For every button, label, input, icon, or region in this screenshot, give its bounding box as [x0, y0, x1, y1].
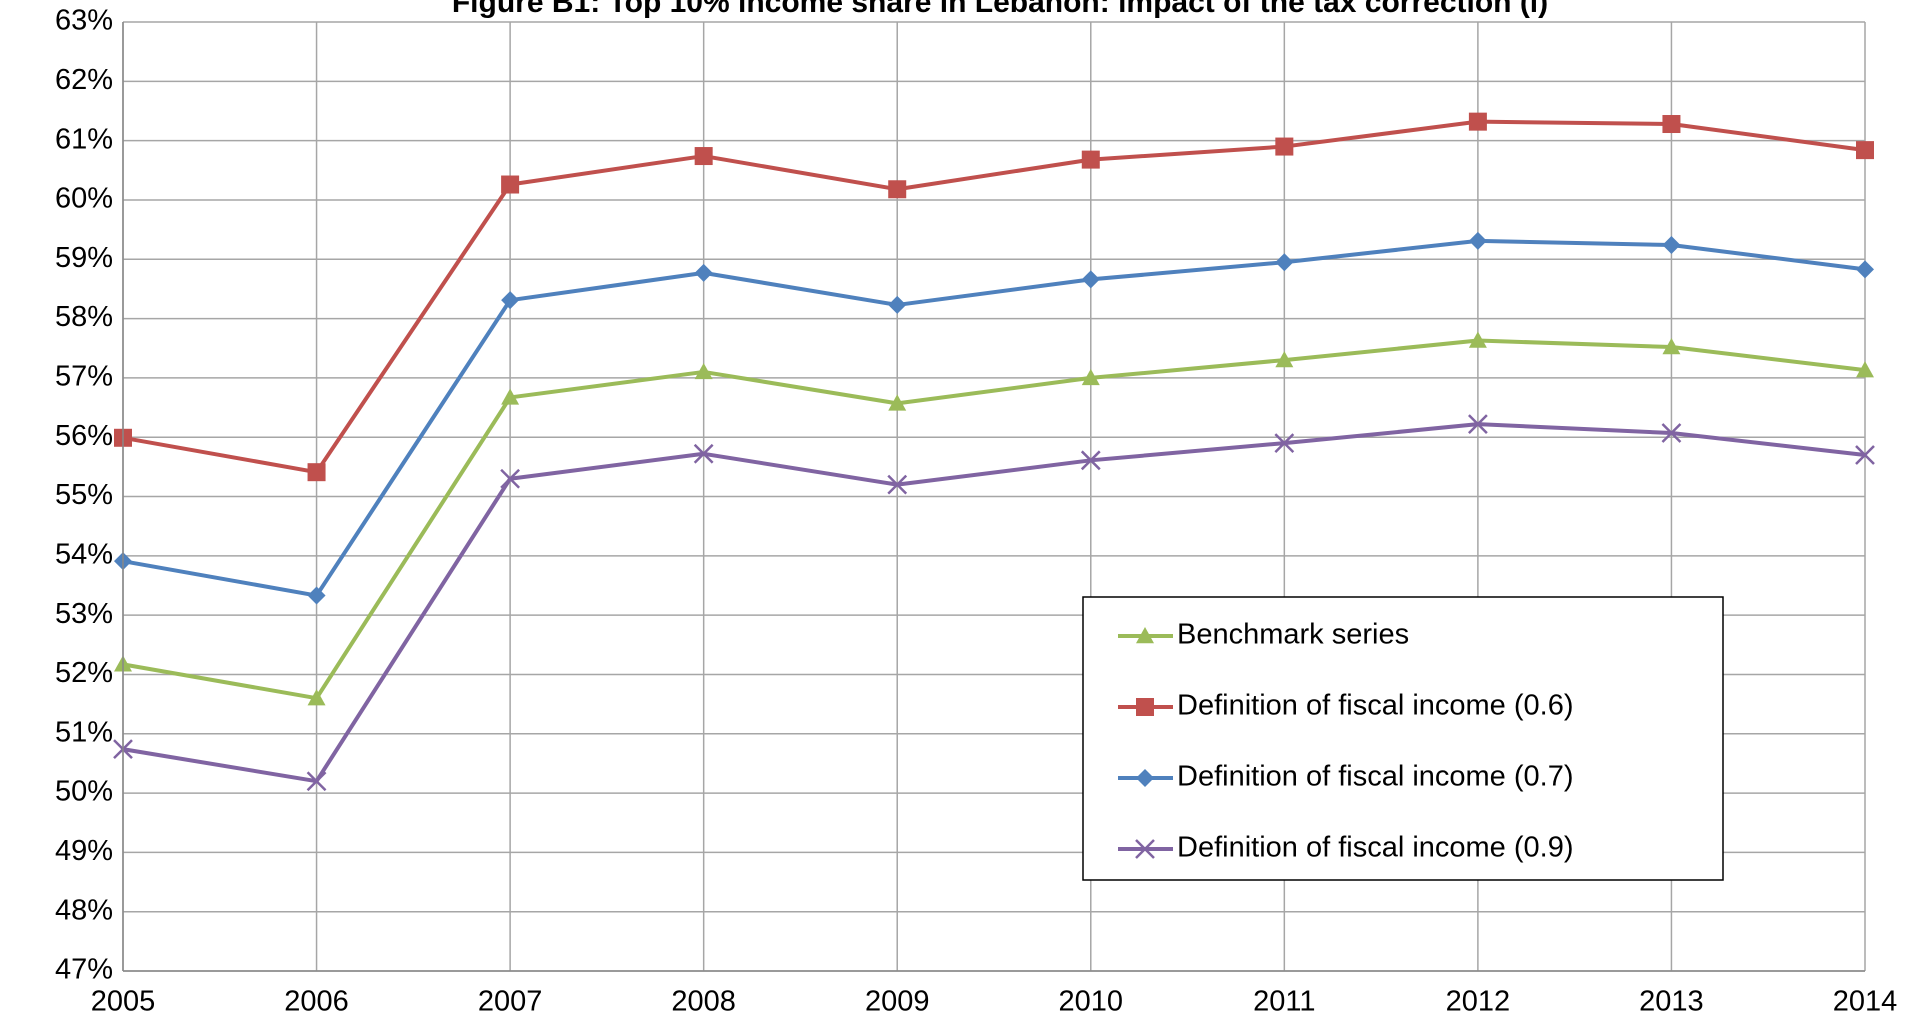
marker	[501, 291, 520, 310]
y-tick-label: 53%	[55, 598, 113, 630]
marker	[1081, 368, 1100, 386]
marker	[888, 295, 907, 314]
series-line	[122, 422, 1866, 784]
legend-label: Definition of fiscal income (0.9)	[1177, 832, 1574, 864]
y-tick-label: 50%	[55, 776, 113, 808]
marker	[1856, 361, 1874, 378]
x-tick-label: 2008	[671, 986, 736, 1018]
x-tick-label: 2007	[478, 986, 543, 1018]
marker	[1662, 236, 1681, 255]
y-tick-label: 51%	[55, 716, 113, 748]
marker	[1081, 270, 1100, 289]
y-tick-label: 47%	[55, 954, 113, 986]
marker	[1856, 141, 1874, 160]
marker	[1275, 253, 1294, 272]
marker	[1274, 433, 1295, 454]
marker	[1275, 351, 1294, 368]
marker	[1855, 445, 1875, 465]
series-line	[122, 338, 1866, 701]
marker	[888, 394, 907, 411]
marker	[306, 771, 327, 792]
y-tick-label: 57%	[55, 361, 113, 393]
marker	[1080, 450, 1101, 471]
chart-title: Figure B1: Top 10% income share in Leban…	[452, 0, 1548, 19]
marker	[887, 474, 908, 495]
marker	[888, 180, 907, 199]
x-tick-label: 2005	[91, 986, 156, 1018]
marker	[501, 388, 520, 405]
x-tick-label: 2006	[284, 986, 349, 1018]
y-tick-label: 63%	[55, 5, 113, 37]
y-tick-label: 59%	[55, 242, 113, 274]
y-tick-label: 56%	[55, 420, 113, 452]
y-tick-label: 55%	[55, 479, 113, 511]
legend-box	[1082, 596, 1724, 881]
marker	[1081, 150, 1100, 169]
y-tick-label: 49%	[55, 835, 113, 867]
marker	[1136, 769, 1154, 787]
y-tick-label: 62%	[55, 64, 113, 96]
marker	[307, 586, 326, 605]
x-tick-label: 2010	[1059, 986, 1124, 1018]
legend-label: Definition of fiscal income (0.6)	[1177, 690, 1574, 722]
x-tick-label: 2011	[1253, 986, 1315, 1018]
marker	[693, 443, 714, 464]
y-tick-label: 58%	[55, 301, 113, 333]
x-tick-label: 2014	[1833, 986, 1898, 1018]
marker	[1856, 260, 1874, 279]
y-tick-label: 52%	[55, 657, 113, 689]
marker	[1662, 115, 1681, 134]
x-tick-label: 2009	[865, 986, 930, 1018]
marker	[500, 468, 520, 489]
y-tick-label: 54%	[55, 538, 113, 570]
marker	[1468, 331, 1487, 348]
marker	[694, 362, 713, 380]
marker	[1135, 839, 1155, 859]
marker	[1468, 231, 1487, 250]
x-tick-label: 2013	[1639, 986, 1704, 1018]
series-line	[122, 238, 1866, 598]
marker	[1136, 627, 1154, 644]
marker	[307, 463, 326, 482]
x-tick-label: 2012	[1446, 986, 1511, 1018]
marker	[1275, 137, 1294, 156]
marker	[501, 175, 520, 194]
marker	[1661, 423, 1682, 443]
legend-label: Benchmark series	[1177, 619, 1409, 651]
marker	[307, 689, 326, 706]
marker	[1468, 414, 1488, 435]
y-tick-label: 48%	[55, 894, 113, 926]
series-line	[122, 119, 1866, 475]
marker	[694, 147, 713, 166]
marker	[694, 263, 713, 282]
legend-label: Definition of fiscal income (0.7)	[1177, 761, 1574, 793]
marker	[1468, 112, 1487, 131]
marker	[1136, 698, 1154, 716]
y-tick-label: 61%	[55, 123, 113, 155]
marker	[1662, 338, 1681, 355]
y-tick-label: 60%	[55, 183, 113, 215]
